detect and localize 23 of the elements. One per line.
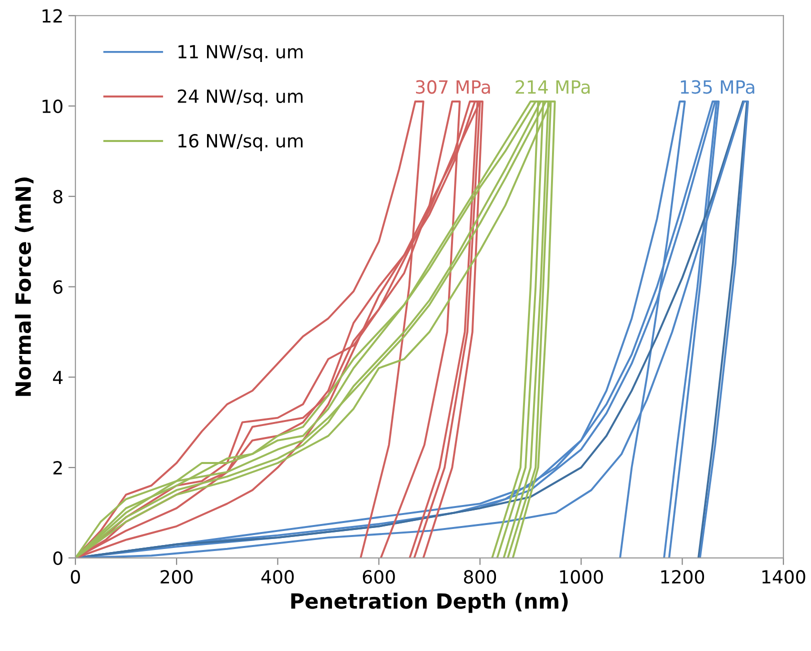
y-tick-label: 2 bbox=[53, 460, 62, 474]
x-tick-label: 0 bbox=[70, 570, 80, 584]
x-tick-label: 200 bbox=[160, 570, 193, 584]
y-tick-label: 4 bbox=[53, 370, 63, 384]
legend-label: 24 NW/sq. um bbox=[178, 89, 303, 107]
annotation: 214 MPa bbox=[516, 80, 590, 94]
x-tick-label: 1200 bbox=[661, 570, 704, 584]
y-tick-label: 10 bbox=[42, 99, 62, 114]
x-tick-label: 1400 bbox=[762, 570, 806, 584]
legend-label: 11 NW/sq. um bbox=[178, 45, 303, 62]
x-tick-label: 800 bbox=[464, 570, 496, 584]
x-tick-label: 1000 bbox=[560, 570, 603, 584]
y-axis-title: Normal Force (mN) bbox=[14, 178, 34, 396]
x-axis-title: Penetration Depth (nm) bbox=[291, 592, 568, 613]
annotation: 307 MPa bbox=[416, 80, 490, 94]
x-tick-label: 600 bbox=[362, 570, 395, 584]
y-tick-label: 8 bbox=[53, 190, 62, 204]
y-tick-label: 12 bbox=[42, 9, 62, 22]
y-tick-label: 6 bbox=[53, 280, 62, 294]
annotation: 135 MPa bbox=[680, 80, 754, 94]
legend-label: 16 NW/sq. um bbox=[178, 134, 303, 152]
x-tick-label: 400 bbox=[261, 570, 294, 584]
y-tick-label: 0 bbox=[53, 551, 62, 566]
